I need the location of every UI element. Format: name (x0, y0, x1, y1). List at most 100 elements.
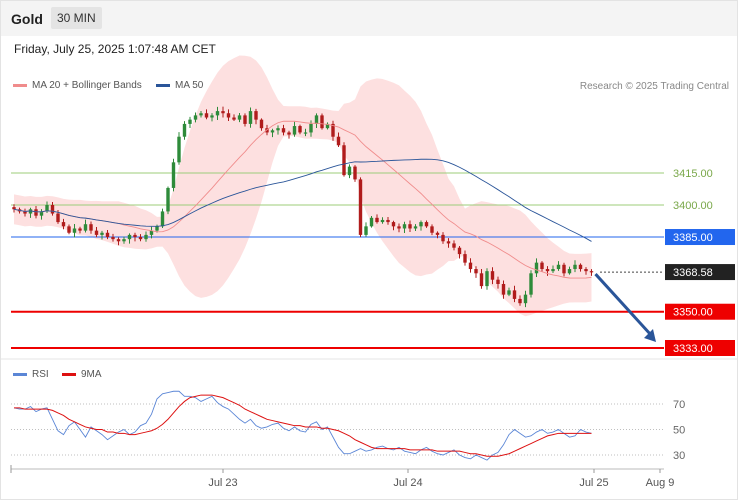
candle-body (534, 262, 539, 274)
candle-body (171, 162, 176, 188)
candle-body (540, 262, 544, 270)
price-label-box (665, 303, 735, 320)
candle-body (342, 145, 346, 176)
candle-body (177, 136, 181, 163)
candle-body (276, 128, 280, 131)
candle-body (380, 219, 385, 223)
candle-body (474, 269, 478, 274)
candle-body (468, 262, 473, 270)
legend-ma20: MA 20 + Bollinger Bands (13, 80, 142, 91)
ma50-line (13, 158, 592, 242)
candle-body (589, 271, 594, 273)
candle-body (567, 269, 572, 274)
legend-ma50: MA 50 (156, 80, 203, 91)
candle-body (45, 205, 49, 212)
candle-body (397, 226, 401, 229)
candle-body (23, 211, 27, 214)
date-line: Friday, July 25, 2025 1:07:48 AM CET (14, 42, 216, 56)
legend-ma9-label: 9MA (81, 369, 102, 380)
candle-body (215, 111, 220, 116)
candle-body (67, 226, 71, 233)
candle-body (89, 224, 93, 231)
candle-body (12, 207, 16, 210)
candle-body (336, 136, 341, 146)
candle-body (210, 115, 214, 118)
candle-body (259, 119, 264, 129)
rsi-tick-label: 70 (673, 399, 685, 411)
candle-body (50, 205, 55, 214)
candle-body (237, 115, 242, 120)
candle-body (446, 241, 451, 244)
candle-body (111, 237, 115, 240)
candle-body (551, 269, 555, 272)
candle-body (83, 224, 88, 231)
candle-body (375, 217, 379, 223)
timeframe-badge[interactable]: 30 MIN (51, 7, 102, 29)
candle-body (160, 211, 165, 227)
candle-body (512, 290, 517, 299)
rsi-swatch (13, 373, 27, 376)
candle-body (39, 211, 44, 216)
candle-body (325, 123, 330, 129)
rsi-line (13, 390, 592, 461)
candle-body (127, 234, 132, 240)
candle-body (204, 113, 209, 118)
candle-body (573, 264, 577, 270)
candle-body (221, 111, 225, 114)
time-tick-label: Jul 24 (393, 477, 422, 489)
candle-body (138, 237, 143, 240)
candle-body (369, 217, 374, 227)
candle-body (193, 115, 198, 120)
ma20-swatch (13, 84, 27, 87)
candle-body (248, 111, 253, 124)
candle-body (578, 264, 583, 270)
candle-body (303, 132, 308, 134)
candle-body (463, 254, 467, 263)
candle-body (155, 226, 159, 231)
price-label-support: 3333.00 (673, 343, 713, 355)
candle-body (298, 126, 302, 133)
candle-body (490, 271, 495, 280)
candle-body (435, 232, 440, 235)
candle-body (100, 232, 104, 235)
candle-body (122, 239, 126, 242)
candle-body (496, 279, 500, 284)
projection-arrowhead (644, 329, 656, 342)
candle-body (144, 234, 148, 240)
candle-body (78, 228, 82, 231)
candle-body (584, 269, 588, 272)
price-label-last: 3368.58 (673, 267, 713, 279)
candle-body (402, 224, 407, 229)
ma50-swatch (156, 84, 170, 87)
candle-body (116, 239, 121, 242)
candle-body (413, 226, 418, 229)
candle-body (292, 126, 297, 135)
candle-body (419, 222, 423, 227)
candle-body (56, 213, 60, 223)
candle-body (507, 290, 511, 295)
candle-body (545, 269, 550, 272)
candle-body (314, 115, 319, 124)
top-bar (1, 1, 737, 36)
candle-body (226, 113, 231, 118)
legend-rsi: RSI (13, 369, 49, 380)
instrument-title: Gold (11, 11, 43, 27)
candle-body (232, 117, 236, 120)
time-tick-label: Aug 9 (646, 477, 675, 489)
candle-body (358, 179, 363, 235)
price-label-support: 3350.00 (673, 307, 713, 319)
candle-body (34, 209, 38, 216)
candle-body (424, 222, 429, 227)
candle-body (441, 234, 445, 242)
candle-body (364, 226, 368, 235)
candle-body (501, 283, 506, 295)
candle-body (149, 230, 154, 235)
ma9-swatch (62, 373, 76, 376)
candle-body (485, 271, 489, 287)
candle-body (182, 123, 187, 137)
candle-body (452, 243, 456, 248)
rsi-tick-label: 50 (673, 425, 685, 437)
legend-ma20-label: MA 20 + Bollinger Bands (32, 80, 142, 91)
bollinger-band (14, 55, 592, 317)
